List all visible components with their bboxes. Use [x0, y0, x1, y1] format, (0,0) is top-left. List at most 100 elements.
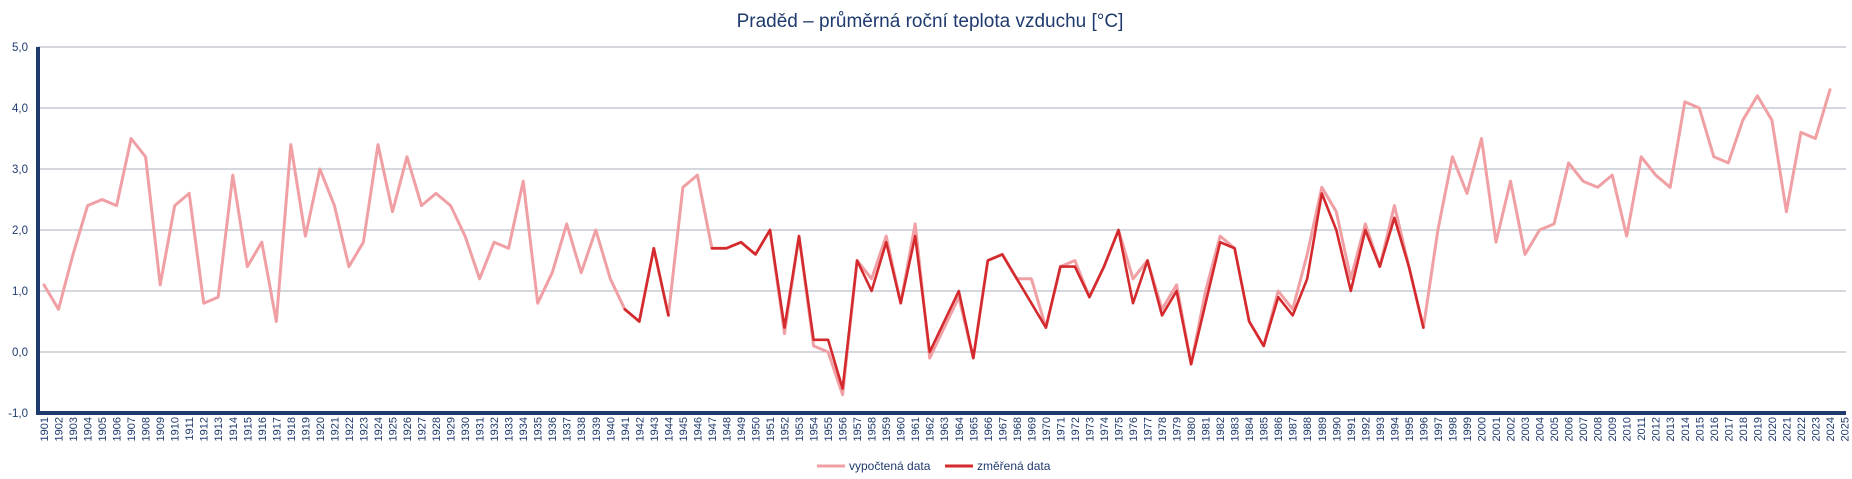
x-tick-label: 1939 — [591, 417, 603, 441]
x-tick-label: 1952 — [780, 417, 792, 441]
x-tick-label: 1940 — [605, 417, 617, 441]
x-tick-label: 2001 — [1491, 417, 1503, 441]
legend-label-measured: změřená data — [977, 459, 1051, 473]
x-tick-label: 1927 — [417, 417, 429, 441]
x-tick-label: 1916 — [257, 417, 269, 441]
gridlines — [38, 46, 1846, 353]
x-tick-label: 1979 — [1172, 417, 1184, 441]
x-tick-label: 1968 — [1012, 417, 1024, 441]
series-lines — [42, 88, 1832, 397]
x-tick-label: 1905 — [97, 417, 109, 441]
x-tick-label: 1928 — [431, 417, 443, 441]
x-tick-label: 1985 — [1259, 417, 1271, 441]
y-tick-label: 3,0 — [12, 164, 28, 176]
x-tick-label: 1961 — [910, 417, 922, 441]
x-tick-label: 1902 — [54, 417, 66, 441]
x-tick-label: 1934 — [518, 417, 530, 441]
x-tick-label: 1987 — [1288, 417, 1300, 441]
x-tick-label: 1947 — [707, 417, 719, 441]
x-tick-label: 1908 — [141, 417, 153, 441]
y-axis-ticks: 5,0 4,0 3,0 2,0 1,0 0,0 -1,0 — [8, 42, 28, 420]
y-tick-label: 4,0 — [12, 103, 28, 115]
x-tick-label: 1951 — [765, 417, 777, 441]
x-tick-label: 1999 — [1462, 417, 1474, 441]
axes — [36, 47, 1846, 415]
x-tick-label: 1930 — [460, 417, 472, 441]
x-tick-label: 1913 — [213, 417, 225, 441]
x-tick-label: 1982 — [1215, 417, 1227, 441]
y-tick-label: 1,0 — [12, 286, 28, 298]
x-tick-label: 2007 — [1578, 417, 1590, 441]
x-tick-label: 1920 — [315, 417, 327, 441]
x-tick-label: 1911 — [184, 417, 196, 441]
x-tick-label: 1948 — [721, 417, 733, 441]
series-line-measured — [623, 247, 670, 323]
x-tick-label: 1988 — [1302, 417, 1314, 441]
x-tick-label: 1957 — [852, 417, 864, 441]
x-tick-label: 1966 — [983, 417, 995, 441]
x-tick-label: 1942 — [634, 417, 646, 441]
x-tick-label: 1974 — [1099, 417, 1111, 441]
y-tick-label: 5,0 — [12, 42, 28, 54]
x-tick-label: 2012 — [1651, 417, 1663, 441]
x-tick-label: 1943 — [649, 417, 661, 441]
x-tick-label: 2003 — [1520, 417, 1532, 441]
x-tick-label: 2014 — [1680, 417, 1692, 441]
legend-label-computed: vypočtená data — [849, 459, 931, 473]
x-tick-label: 1969 — [1026, 417, 1038, 441]
x-tick-label: 1915 — [242, 417, 254, 441]
x-tick-label: 1919 — [300, 417, 312, 441]
legend: vypočtená data změřená data — [817, 459, 1051, 473]
x-tick-label: 2021 — [1781, 417, 1793, 441]
x-tick-label: 1921 — [329, 417, 341, 441]
x-tick-label: 1946 — [692, 417, 704, 441]
x-tick-label: 1991 — [1346, 417, 1358, 441]
x-tick-label: 1926 — [402, 417, 414, 441]
x-tick-label: 1914 — [228, 417, 240, 441]
x-tick-label: 2019 — [1752, 417, 1764, 441]
x-tick-label: 1950 — [750, 417, 762, 441]
x-tick-label: 1997 — [1433, 417, 1445, 441]
x-tick-label: 1909 — [155, 417, 167, 441]
x-tick-label: 2018 — [1738, 417, 1750, 441]
x-tick-label: 2006 — [1564, 417, 1576, 441]
x-tick-label: 1990 — [1331, 417, 1343, 441]
x-tick-label: 1904 — [83, 417, 95, 441]
x-tick-label: 1980 — [1186, 417, 1198, 441]
x-tick-label: 1910 — [170, 417, 182, 441]
x-tick-label: 1931 — [475, 417, 487, 441]
y-tick-label: 2,0 — [12, 225, 28, 237]
x-tick-label: 2005 — [1549, 417, 1561, 441]
x-tick-label: 1912 — [199, 417, 211, 441]
x-tick-label: 1993 — [1375, 417, 1387, 441]
x-tick-label: 1949 — [736, 417, 748, 441]
x-tick-label: 2011 — [1636, 417, 1648, 441]
x-tick-label: 1967 — [997, 417, 1009, 441]
y-tick-label: 0,0 — [12, 347, 28, 359]
x-tick-label: 1981 — [1201, 417, 1213, 441]
x-tick-label: 1989 — [1317, 417, 1329, 441]
x-tick-label: 1932 — [489, 417, 501, 441]
x-tick-label: 1906 — [112, 417, 124, 441]
x-tick-label: 1998 — [1447, 417, 1459, 441]
x-tick-label: 1959 — [881, 417, 893, 441]
x-tick-label: 1975 — [1113, 417, 1125, 441]
x-tick-label: 2013 — [1665, 417, 1677, 441]
x-tick-label: 1996 — [1418, 417, 1430, 441]
x-tick-label: 1956 — [838, 417, 850, 441]
x-tick-label: 1944 — [663, 417, 675, 441]
x-tick-label: 1962 — [925, 417, 937, 441]
x-tick-label: 1929 — [446, 417, 458, 441]
x-tick-label: 1983 — [1230, 417, 1242, 441]
x-tick-label: 2024 — [1825, 417, 1837, 441]
x-tick-label: 1917 — [271, 417, 283, 441]
x-tick-label: 1941 — [620, 417, 632, 441]
x-tick-label: 2010 — [1622, 417, 1634, 441]
x-tick-label: 1976 — [1128, 417, 1140, 441]
x-tick-label: 1972 — [1070, 417, 1082, 441]
x-tick-label: 2022 — [1796, 417, 1808, 441]
x-tick-label: 1977 — [1143, 417, 1155, 441]
x-tick-label: 1937 — [562, 417, 574, 441]
x-tick-label: 2004 — [1535, 417, 1547, 441]
